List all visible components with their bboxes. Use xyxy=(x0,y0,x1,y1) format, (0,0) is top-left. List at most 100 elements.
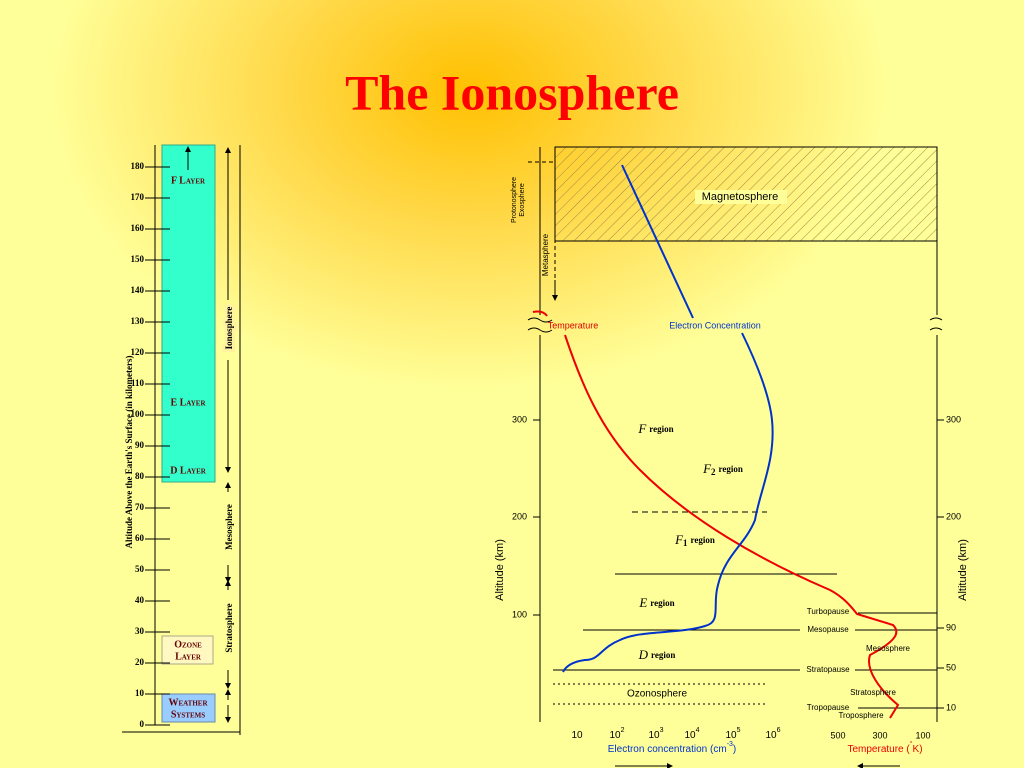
tick-label: 90 xyxy=(946,622,956,632)
weather-label: Weather xyxy=(168,697,208,708)
curve-label: Temperature xyxy=(548,320,599,330)
x-tick-label: 102 xyxy=(609,727,624,741)
x-tick-label: 103 xyxy=(648,727,663,741)
layer-label: F Layer xyxy=(171,175,206,186)
tick-label: 90 xyxy=(135,440,145,450)
temperature-curve xyxy=(532,310,900,719)
x-label-exp: -3 xyxy=(727,741,733,748)
weather-box xyxy=(161,693,216,723)
sphere-label: Troposphere xyxy=(838,711,884,720)
pause-label: Stratopause xyxy=(806,665,850,674)
tick-label: 110 xyxy=(131,378,145,388)
ozone-box xyxy=(161,635,214,665)
sphere-label: Mesosphere xyxy=(866,644,911,653)
x-tick-label: 104 xyxy=(684,727,699,741)
y-label: Altitude (km) xyxy=(957,539,969,601)
label-bg xyxy=(695,190,787,204)
bracket xyxy=(528,161,556,290)
x-tick-label-base: 10 xyxy=(725,730,737,741)
region-label: F1 region xyxy=(674,532,715,548)
x-tick-label-exp: 2 xyxy=(621,727,625,734)
region-letter: F xyxy=(674,532,684,547)
x-tick-label: 10 xyxy=(571,730,583,741)
tick-label: 160 xyxy=(131,223,145,233)
tick-label: 300 xyxy=(512,414,527,424)
tick-label: 180 xyxy=(131,161,145,171)
tick-label: 50 xyxy=(946,662,956,672)
tick-label: 80 xyxy=(135,471,145,481)
ozone-label: Ozone xyxy=(174,639,202,650)
region-word: region xyxy=(651,650,675,660)
x-tick-label-exp: 5 xyxy=(737,727,741,734)
tick-label: 100 xyxy=(131,409,145,419)
tick-label: 300 xyxy=(946,414,961,424)
x-label-end: ) xyxy=(733,744,736,755)
x-tick-label-exp: 4 xyxy=(696,727,700,734)
ozone-label: Layer xyxy=(175,651,202,662)
left-diagram: Altitude Above the Earth's Surface (in k… xyxy=(122,144,241,735)
tick-label: 100 xyxy=(512,609,527,619)
region-sub: 1 xyxy=(683,538,688,548)
tick-label: 200 xyxy=(946,511,961,521)
tick-label: 170 xyxy=(131,192,145,202)
x-tick-label-base: 10 xyxy=(684,730,696,741)
sphere-label: Stratosphere xyxy=(850,688,896,697)
pause-label: Mesopause xyxy=(807,625,849,634)
x-tick-label: 106 xyxy=(765,727,780,741)
x-tick-label-base: 10 xyxy=(648,730,660,741)
tick-label: 140 xyxy=(131,285,145,295)
axis-label: Altitude Above the Earth's Surface (in k… xyxy=(124,356,134,549)
sphere-label: Ozonosphere xyxy=(627,689,687,700)
tick-label: 60 xyxy=(135,533,145,543)
region-word: region xyxy=(691,535,715,545)
x-tick-label-base: 10 xyxy=(765,730,777,741)
x-tick-label: 300 xyxy=(872,730,887,740)
ionosphere-box xyxy=(161,144,216,483)
region-word: region xyxy=(650,598,674,608)
x-tick-label-exp: 6 xyxy=(777,727,781,734)
region-label: Mesosphere xyxy=(224,504,234,550)
curve-label: Electron Concentration xyxy=(669,320,761,330)
x-tick-label-base: 10 xyxy=(571,730,583,741)
upper-label: Metasphere xyxy=(541,233,550,276)
x-label-base: Temperature ( xyxy=(847,744,910,755)
pause-label: Turbopause xyxy=(807,607,850,616)
region-letter: F xyxy=(702,461,712,476)
x-tick-label-exp: 3 xyxy=(660,727,664,734)
right-diagram: Magnetosphere Protonosphere Exosphere Me… xyxy=(494,146,969,768)
break-mark xyxy=(527,317,943,333)
x-tick-label: 105 xyxy=(725,727,740,741)
x-tick-label: 500 xyxy=(830,730,845,740)
x-label: Temperature (°K) xyxy=(847,740,922,755)
x-label-exp: ° xyxy=(910,740,913,748)
electron-curve xyxy=(562,164,774,673)
tick-label: 150 xyxy=(131,254,145,264)
layer-label: E Layer xyxy=(170,397,206,408)
region-letter: D xyxy=(638,647,649,662)
tick-label: 50 xyxy=(135,564,145,574)
layer-label: D Layer xyxy=(170,465,207,476)
x-tick-label: 100 xyxy=(915,730,930,740)
region-label: Ionosphere xyxy=(224,307,234,350)
pause-label: Tropopause xyxy=(807,703,850,712)
upper-label: Magnetosphere xyxy=(702,191,778,203)
tick-label: 0 xyxy=(140,719,145,729)
x-label-base: Electron concentration (cm xyxy=(608,744,727,755)
weather-label: Systems xyxy=(171,709,205,720)
tick-label: 130 xyxy=(131,316,145,326)
region-letter: F xyxy=(637,421,647,436)
tick-label: 70 xyxy=(135,502,145,512)
region-letter: E xyxy=(638,595,647,610)
tick-label: 200 xyxy=(512,511,527,521)
title: The Ionosphere xyxy=(345,64,679,120)
tick-label: 40 xyxy=(135,595,145,605)
region-word: region xyxy=(719,464,743,474)
upper-label: Protonosphere xyxy=(511,177,518,223)
upper-label: Exosphere xyxy=(519,183,526,217)
x-label: Electron concentration (cm-3) xyxy=(608,741,737,755)
tick-label: 10 xyxy=(946,702,956,712)
region-label: F2 region xyxy=(702,461,743,477)
